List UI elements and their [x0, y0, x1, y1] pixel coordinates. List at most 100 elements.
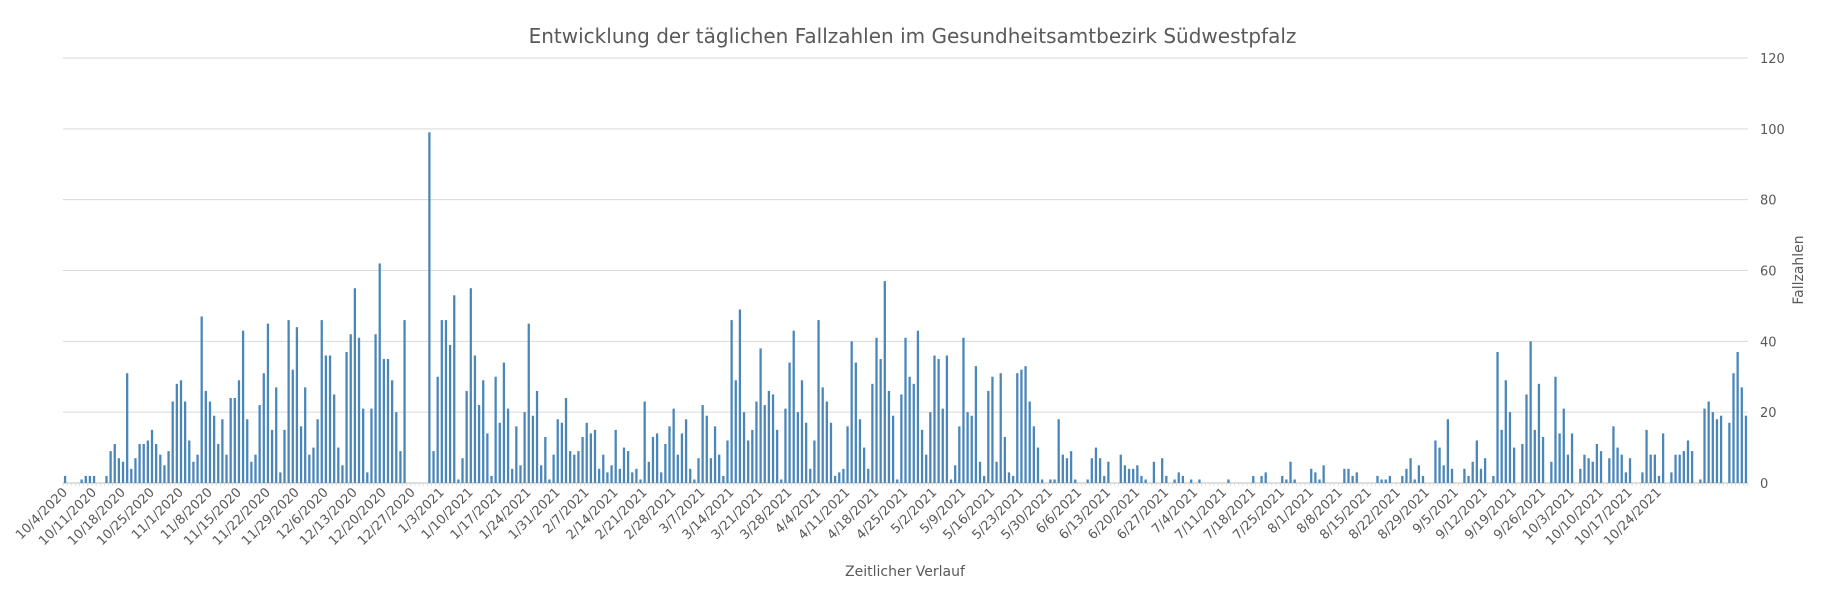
bar: [1471, 461, 1474, 483]
bar: [1388, 475, 1392, 483]
bar: [755, 401, 758, 483]
bar: [448, 344, 452, 484]
bar: [651, 436, 655, 483]
bar: [320, 320, 323, 483]
bar: [519, 465, 522, 483]
bar: [316, 419, 319, 483]
bar: [1450, 468, 1454, 483]
bar: [1732, 373, 1735, 483]
bar: [1347, 468, 1350, 483]
bar: [602, 454, 605, 483]
bar: [192, 461, 195, 483]
bar: [1736, 351, 1739, 483]
bar: [1040, 479, 1044, 483]
bar: [1107, 461, 1110, 483]
bar: [204, 390, 207, 483]
bar: [1537, 383, 1541, 483]
bar: [353, 288, 357, 483]
bar: [713, 426, 717, 483]
y-tick-label: 80: [1760, 194, 1777, 209]
bar: [858, 419, 862, 483]
bar: [875, 337, 878, 483]
bar: [929, 412, 932, 483]
bar: [105, 475, 108, 483]
bar: [548, 479, 551, 483]
bar: [730, 320, 733, 483]
bar: [560, 422, 564, 483]
bar: [341, 465, 344, 483]
bar: [1351, 475, 1354, 483]
bar: [1227, 479, 1230, 483]
bar: [498, 422, 501, 483]
bar: [701, 405, 704, 483]
bar: [626, 451, 630, 484]
bar: [63, 475, 67, 483]
bar: [1024, 366, 1027, 484]
bar: [784, 408, 787, 484]
bar: [983, 475, 986, 483]
bar: [254, 454, 257, 483]
bar: [1492, 475, 1495, 483]
bar: [726, 440, 729, 483]
x-tick-labels: 10/4/202010/11/202010/18/202010/25/20201…: [13, 485, 1665, 549]
bar: [556, 419, 559, 483]
bar: [809, 468, 812, 483]
bar: [1554, 376, 1557, 483]
bar: [1467, 475, 1470, 483]
bar: [577, 451, 580, 484]
bar: [84, 475, 87, 483]
bar: [676, 454, 679, 483]
bar: [1318, 479, 1321, 483]
bar: [1715, 419, 1719, 483]
bar: [966, 412, 969, 483]
bar: [155, 444, 158, 483]
x-axis-title: Zeitlicher Verlauf: [845, 564, 966, 580]
bar: [1653, 454, 1656, 483]
bar: [995, 461, 998, 483]
bar: [188, 440, 191, 483]
bar: [287, 320, 290, 483]
bar: [684, 419, 688, 483]
bar: [668, 426, 671, 483]
bar: [291, 369, 294, 483]
bar: [1500, 429, 1503, 484]
bar: [299, 426, 303, 483]
bar: [1103, 475, 1106, 483]
bar: [1744, 415, 1748, 483]
bar: [949, 479, 953, 483]
bar: [283, 429, 286, 484]
bar: [142, 444, 145, 483]
bar: [1678, 454, 1681, 483]
bar: [788, 362, 791, 483]
bar: [1098, 458, 1102, 483]
bar: [167, 451, 170, 484]
bar: [974, 366, 978, 484]
bar: [1525, 394, 1528, 483]
chart-title: Entwicklung der täglichen Fallzahlen im …: [528, 24, 1297, 48]
bar: [933, 355, 936, 483]
bar: [391, 380, 394, 483]
bar: [1686, 440, 1690, 483]
bar: [734, 380, 737, 483]
bar: [887, 390, 891, 483]
bar: [312, 447, 315, 483]
bar: [540, 465, 543, 483]
bar: [1707, 401, 1710, 483]
bar: [987, 390, 990, 483]
bar: [490, 475, 493, 483]
y-tick-label: 40: [1760, 335, 1777, 350]
bar: [614, 429, 617, 484]
bar: [1090, 458, 1093, 483]
bar: [1579, 468, 1582, 483]
bar: [196, 454, 199, 483]
bar: [647, 461, 650, 483]
bar: [308, 454, 311, 483]
bar: [1405, 468, 1408, 483]
bar: [527, 323, 530, 484]
bar: [854, 362, 857, 483]
bar: [1670, 472, 1673, 484]
bar: [945, 355, 949, 483]
bar: [1504, 380, 1507, 483]
bar: [813, 440, 816, 483]
bar: [130, 468, 133, 483]
